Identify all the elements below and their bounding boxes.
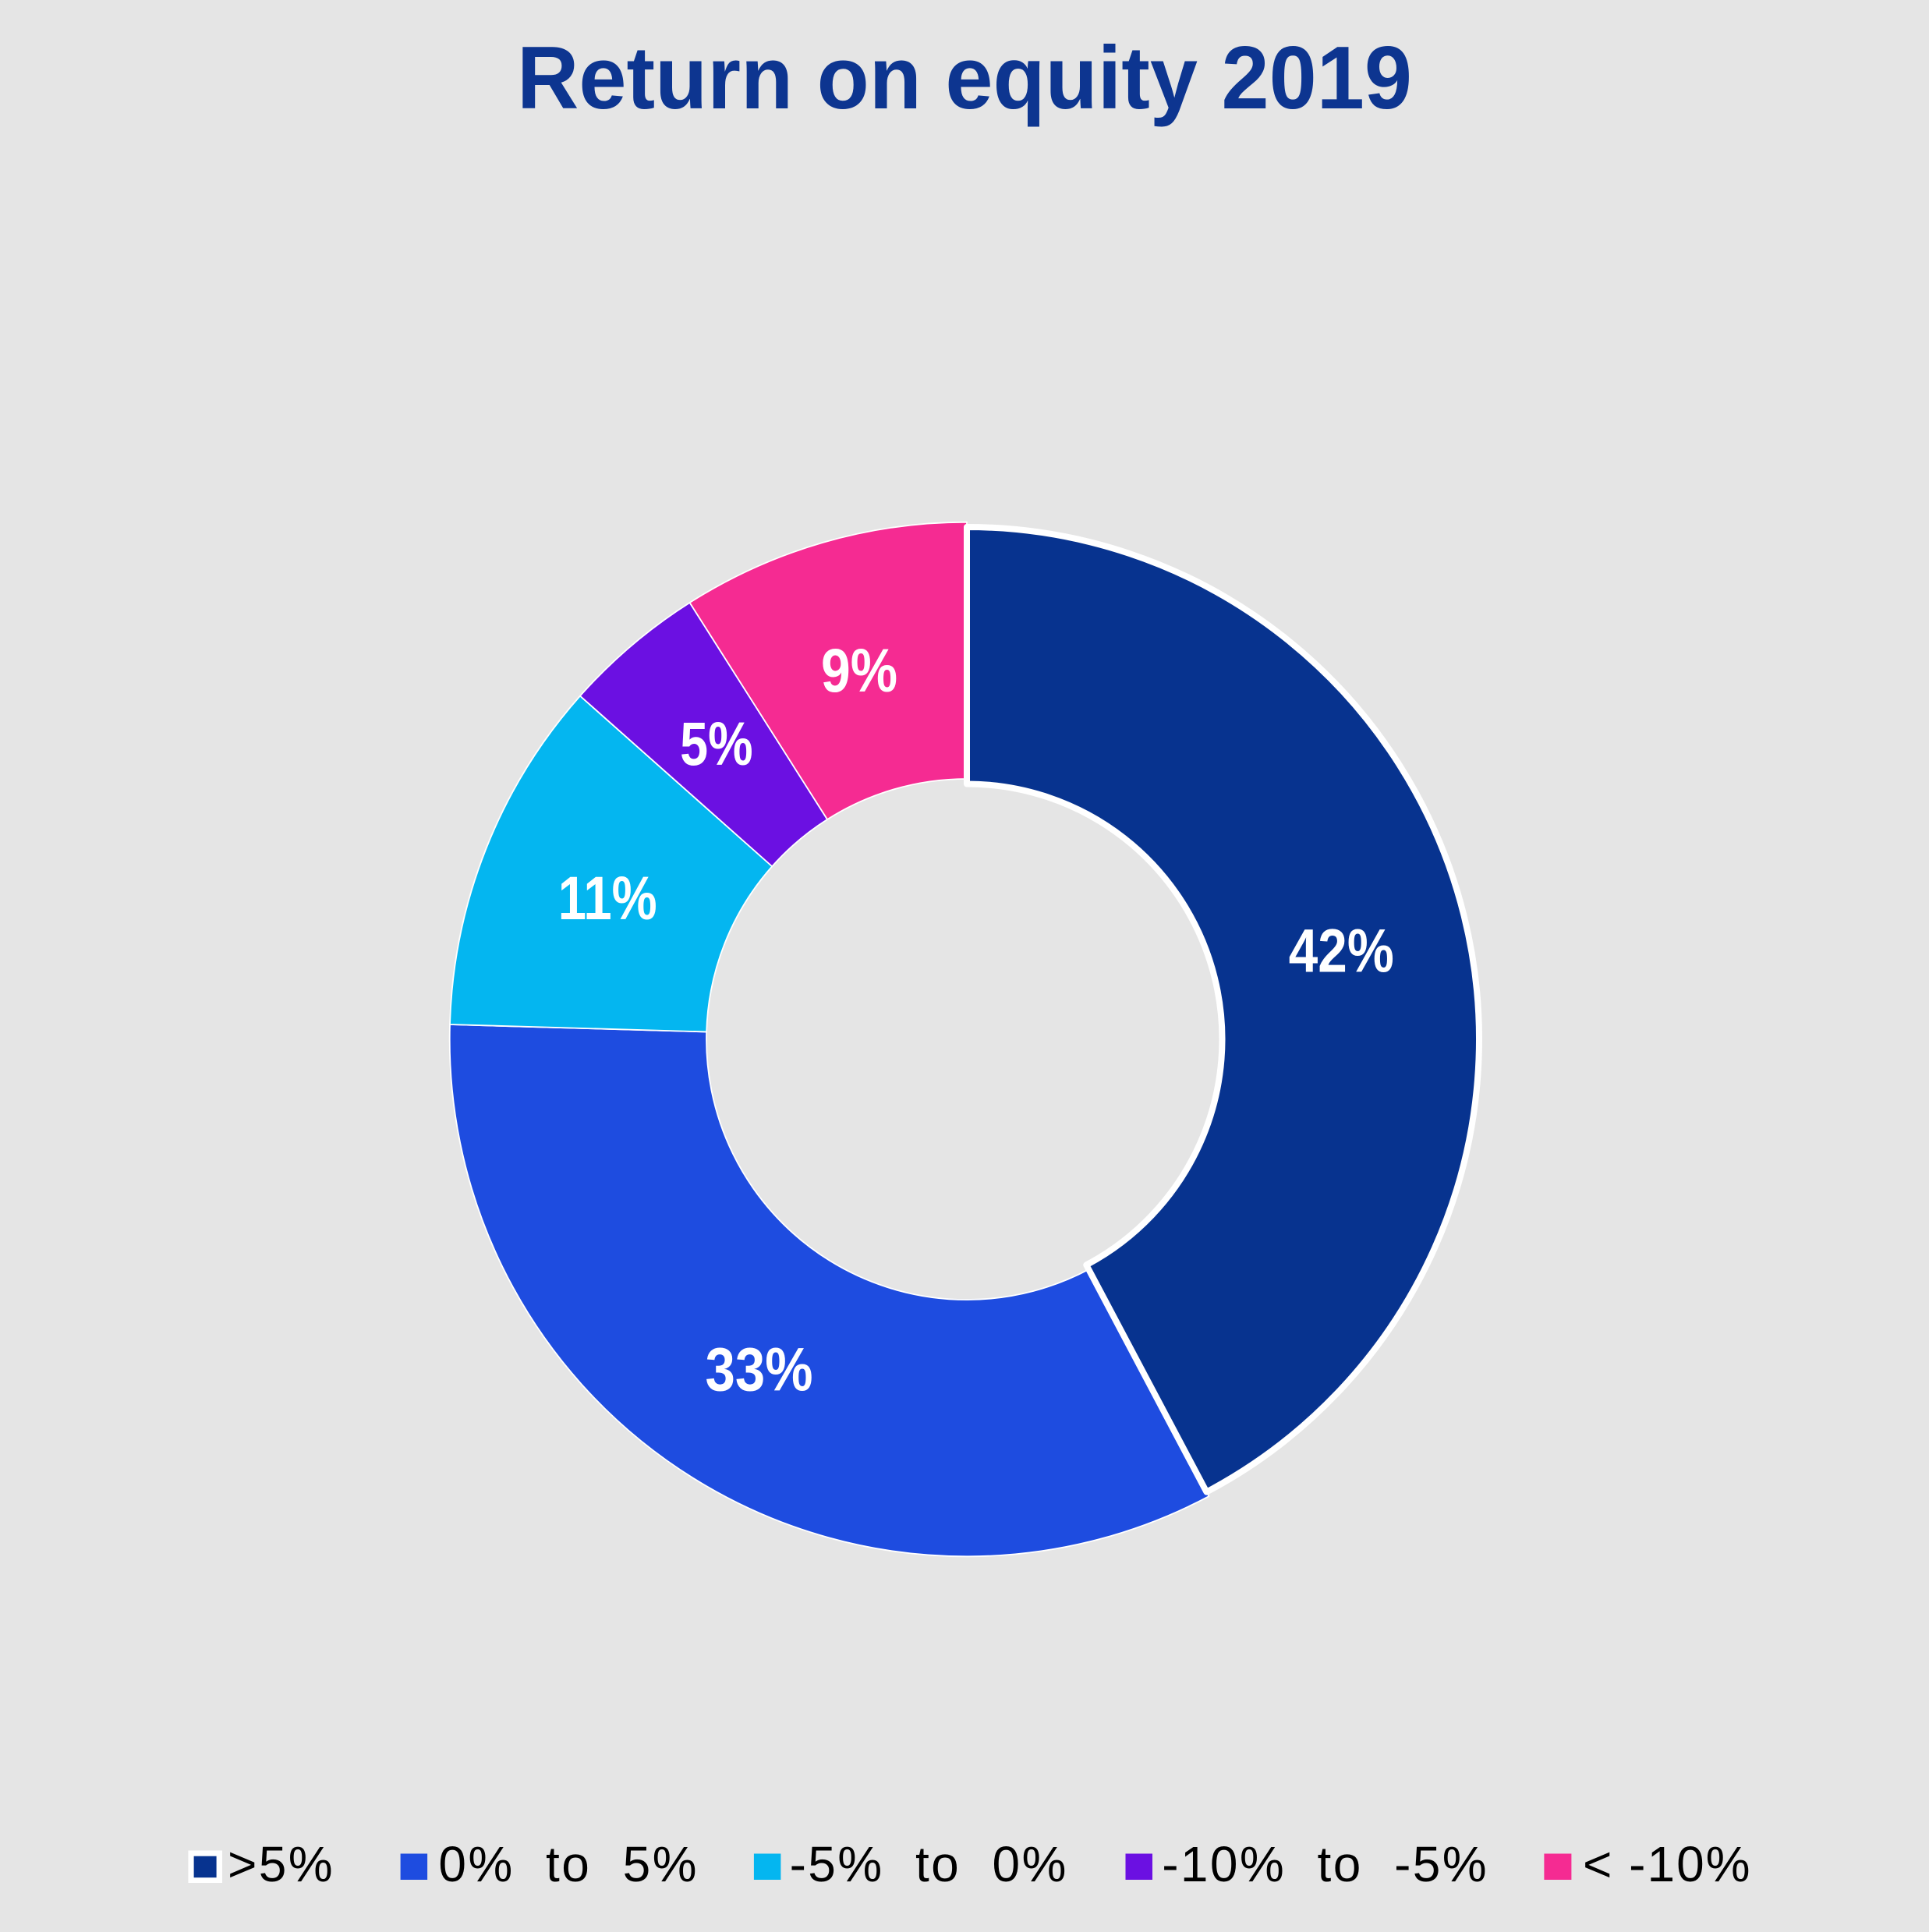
svg-text:-5% to 0%: -5% to 0%	[790, 1836, 1068, 1892]
svg-text:0% to 5%: 0% to 5%	[438, 1836, 699, 1892]
svg-text:9%: 9%	[821, 635, 897, 705]
svg-text:Return on equity 2019: Return on equity 2019	[517, 29, 1412, 128]
svg-text:42%: 42%	[1289, 916, 1394, 985]
svg-text:>5%: >5%	[228, 1836, 334, 1892]
svg-text:33%: 33%	[706, 1335, 813, 1404]
svg-text:-10% to -5%: -10% to -5%	[1162, 1836, 1488, 1892]
svg-text:11%: 11%	[558, 863, 657, 932]
svg-text:5%: 5%	[680, 709, 753, 778]
svg-text:< -10%: < -10%	[1583, 1836, 1752, 1892]
